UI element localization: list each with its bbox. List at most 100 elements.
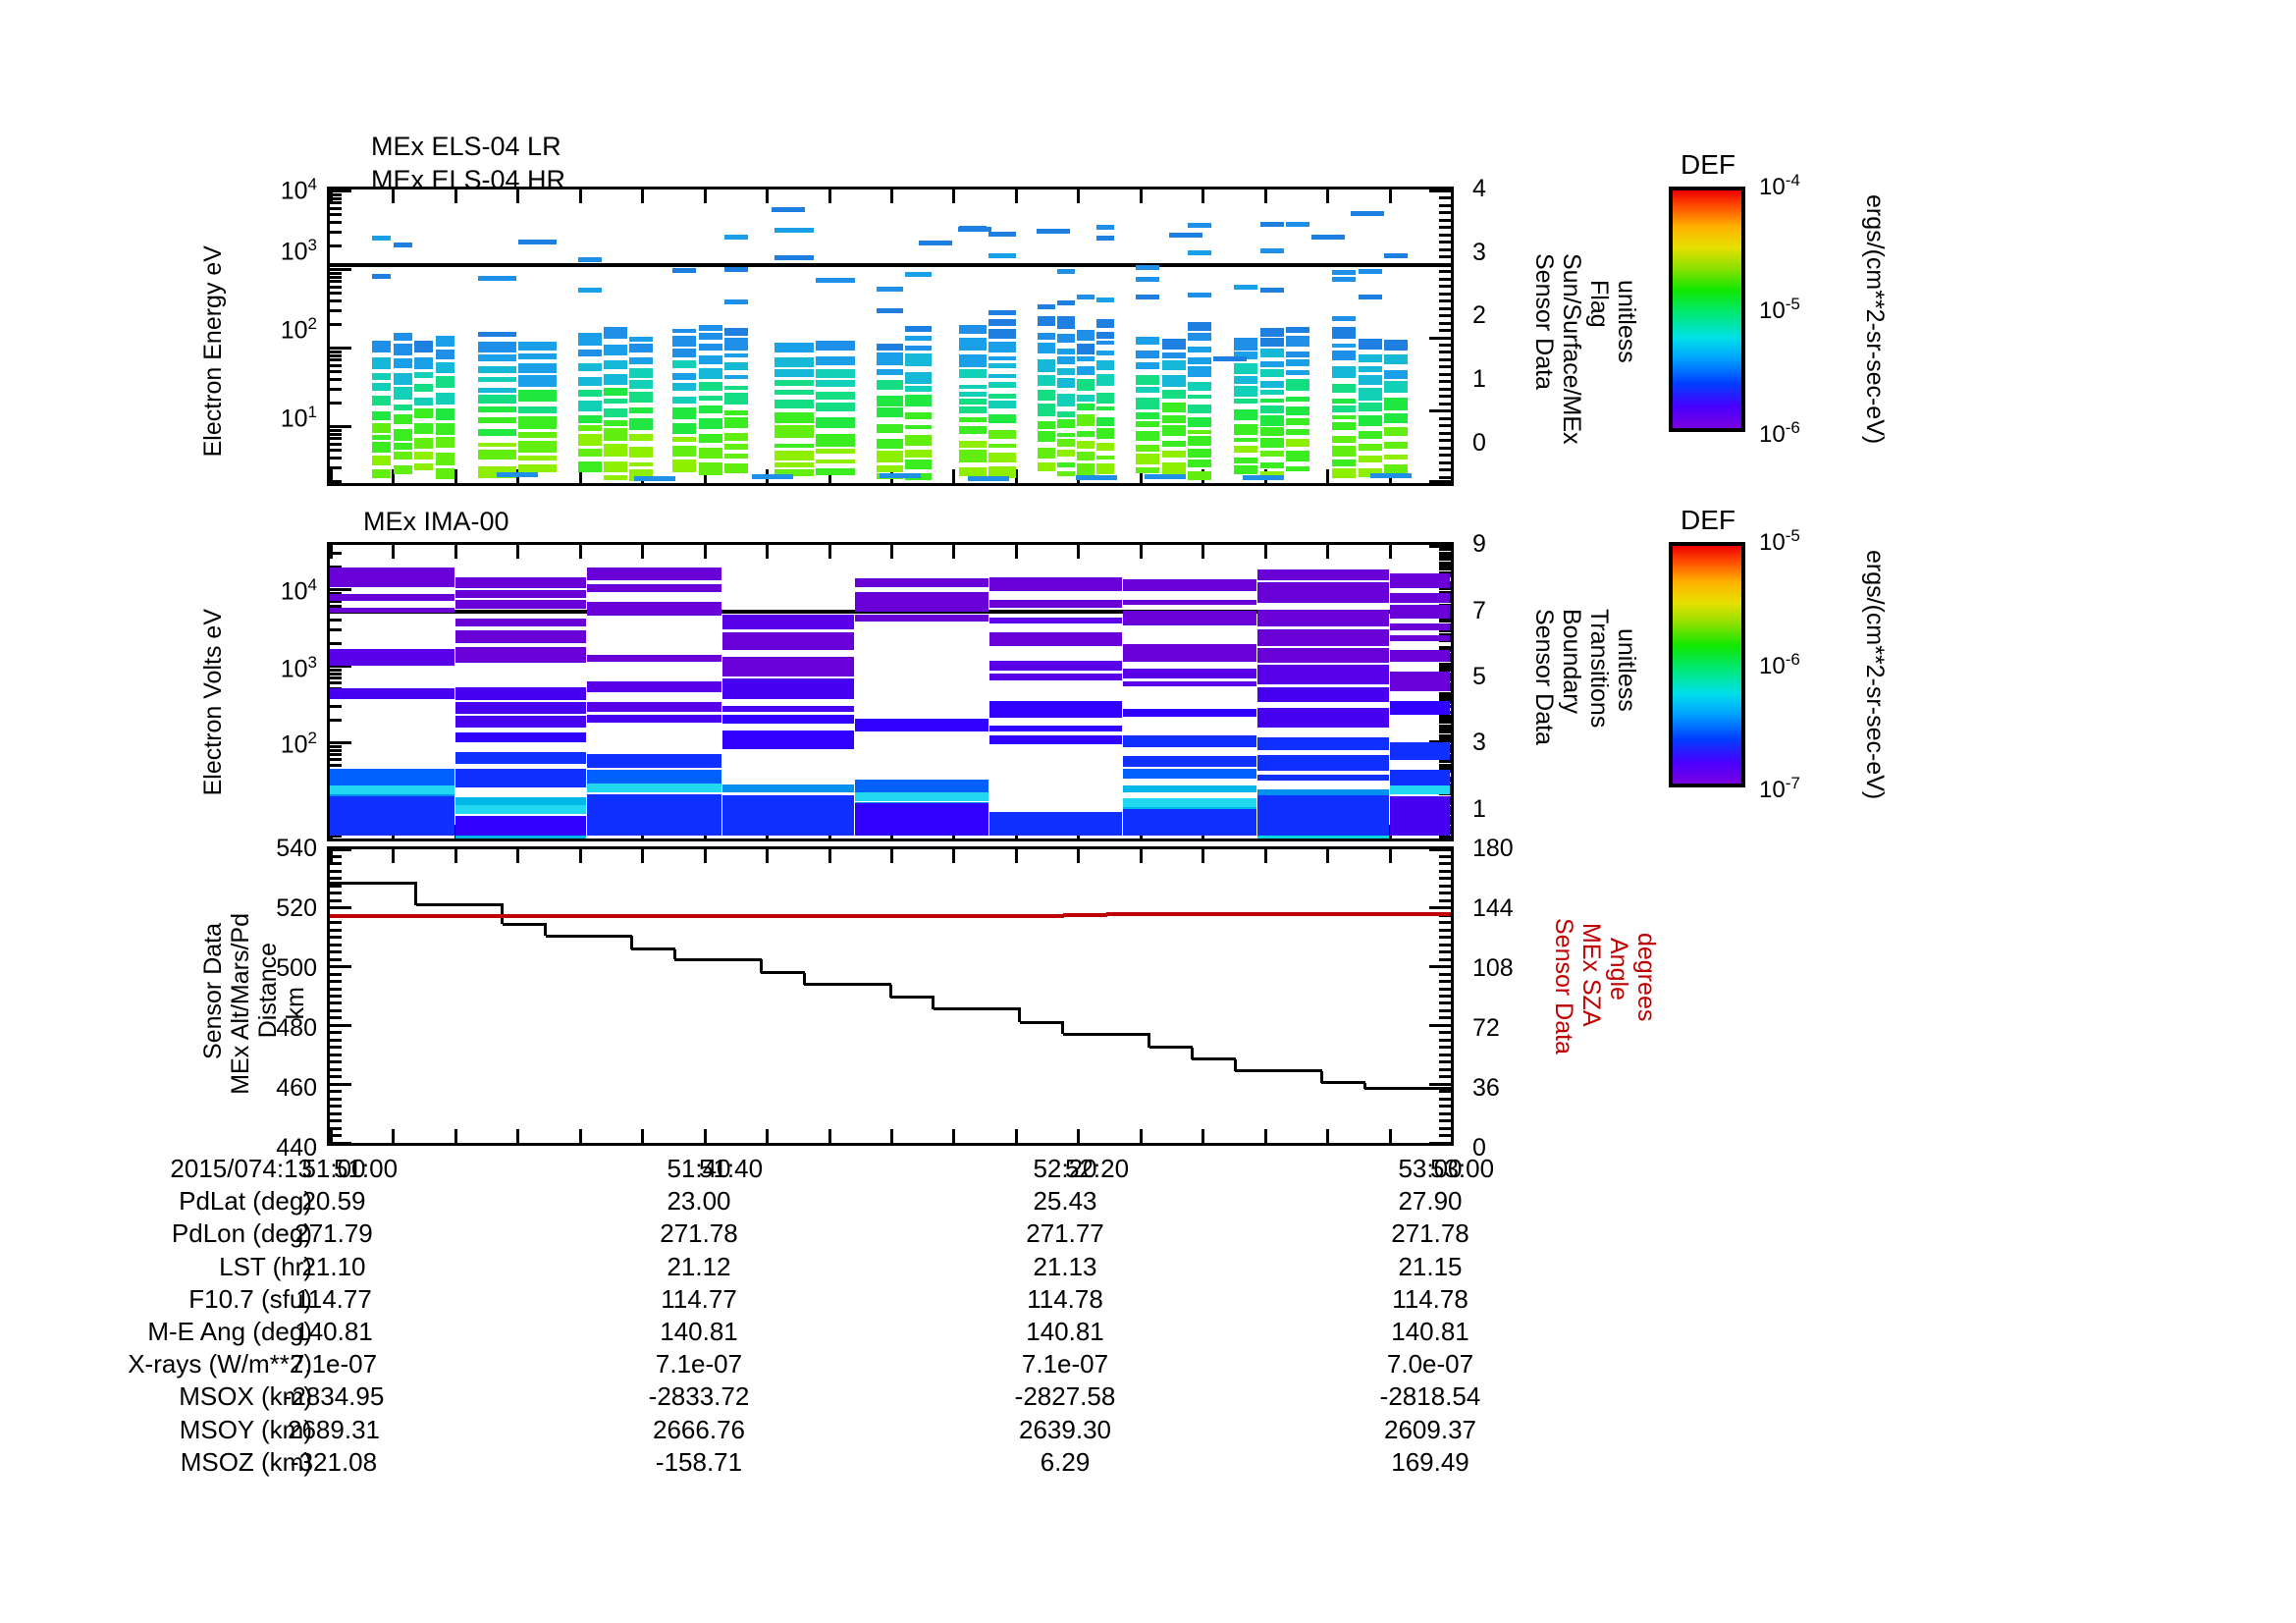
spectrogram-cell	[414, 462, 433, 471]
spectrogram-cell	[497, 472, 538, 477]
table-cell: 271.78	[1391, 1218, 1469, 1249]
altitude-axis-tick	[330, 1119, 342, 1123]
spectrogram-cell	[478, 353, 516, 361]
sza-step-segment	[1321, 912, 1366, 917]
volts-axis-tick	[1439, 721, 1451, 725]
spectrogram-cell	[877, 308, 903, 314]
spectrogram-cell	[414, 371, 433, 379]
spectrogram-cell	[578, 461, 602, 472]
spectrogram-cell	[1161, 352, 1186, 359]
energy-axis-tick	[330, 387, 342, 391]
panel2-right-axis-label3: Transitions	[1585, 609, 1613, 729]
spectrogram-cell	[478, 366, 516, 374]
altitude-step-riser	[1190, 1047, 1194, 1059]
time-axis-tick	[1139, 545, 1143, 559]
spectrogram-cell	[724, 353, 749, 357]
spectrogram-cell	[578, 448, 602, 457]
sza-step-segment	[847, 914, 891, 919]
energy-axis-tick	[1439, 431, 1451, 435]
spectrogram-cell	[1370, 473, 1412, 478]
altitude-axis-tick	[1439, 898, 1451, 902]
spectrogram-cell	[672, 383, 697, 391]
spectrogram-cell	[1161, 415, 1186, 423]
time-axis-tick	[1388, 849, 1392, 863]
spectrogram-cell	[905, 386, 932, 392]
altitude-axis-tick	[330, 1016, 342, 1020]
spectrogram-cell	[1234, 408, 1258, 421]
altitude-axis-tick	[330, 1097, 342, 1101]
spectrogram-cell	[1358, 415, 1382, 426]
spectrogram-cell	[905, 434, 932, 446]
ima-spectrogram-panel[interactable]	[327, 542, 1454, 841]
spectrogram-cell	[604, 420, 627, 426]
spectrogram-cell	[629, 368, 653, 378]
energy-axis-tick	[330, 196, 342, 200]
volts-axis-tick	[1439, 835, 1451, 839]
energy-axis-tick	[1439, 446, 1451, 450]
energy-axis-tick	[1439, 203, 1451, 207]
els-spectrogram-panel[interactable]	[327, 187, 1454, 486]
spectrogram-cell	[1234, 338, 1258, 351]
energy-axis-tick	[330, 201, 342, 205]
spectrogram-cell	[1358, 366, 1382, 372]
time-axis-tick	[1077, 849, 1081, 863]
volts-axis-tick	[330, 565, 342, 568]
time-axis-tick	[1014, 545, 1018, 559]
spectrogram-cell	[1257, 665, 1389, 684]
spectrogram-cell	[774, 461, 814, 468]
spectrogram-cell	[1257, 686, 1389, 703]
spectrogram-cell	[1123, 785, 1256, 793]
spectrogram-cell	[877, 286, 903, 292]
altitude-axis-tick	[330, 1067, 342, 1071]
spectrogram-cell	[1286, 221, 1310, 227]
spectrogram-cell	[478, 331, 516, 338]
spectrogram-cell	[1358, 467, 1382, 478]
table-row-label: MSOY (km)	[179, 1414, 312, 1444]
spectrogram-cell	[414, 438, 433, 449]
energy-axis-tick	[1439, 285, 1451, 289]
time-axis-tick	[766, 849, 770, 863]
volts-axis-tick	[330, 748, 342, 752]
table-cell: 271.79	[294, 1218, 373, 1249]
spectrogram-cell	[1188, 435, 1212, 447]
spectrogram-cell	[455, 576, 586, 588]
time-axis-tick	[454, 469, 457, 483]
spectrogram-cell	[672, 407, 697, 420]
spectrogram-cell	[1332, 398, 1357, 404]
spectrogram-cell	[629, 433, 653, 441]
spectrogram-cell	[959, 440, 987, 449]
altitude-axis-tick	[330, 943, 342, 947]
spectrogram-cell	[587, 715, 721, 723]
altitude-axis-tick	[1429, 1141, 1451, 1143]
spectrogram-cell	[855, 614, 988, 622]
energy-axis-tick	[1439, 218, 1451, 222]
panel1-ytick-1e3: 103	[280, 236, 317, 266]
table-cell: 21.10	[301, 1251, 366, 1281]
panel1-right-axis-line1: Sensor Data	[1530, 253, 1558, 390]
energy-axis-tick	[1439, 424, 1451, 428]
spectrogram-cell	[1358, 354, 1382, 363]
colorbar-1-min: 10-6	[1759, 418, 1800, 448]
altitude-step-riser	[1233, 1058, 1237, 1071]
volts-axis-tick	[330, 600, 342, 604]
altitude-axis-tick	[330, 1075, 342, 1079]
spectrogram-cell	[478, 442, 516, 448]
time-axis-tick	[703, 545, 707, 559]
spectrogram-cell	[1188, 333, 1212, 341]
spectrogram-cell	[1332, 405, 1357, 412]
time-axis-tick	[1014, 469, 1018, 483]
altitude-axis-tick	[330, 1031, 342, 1035]
spectrogram-cell	[1136, 362, 1160, 370]
altitude-step-segment	[1148, 1046, 1194, 1050]
altitude-step-segment	[1105, 1032, 1150, 1036]
energy-axis-tick	[330, 428, 342, 432]
spectrogram-cell	[1096, 235, 1114, 241]
panel1-rtick-0: 0	[1472, 429, 1486, 457]
time-axis-tick	[1201, 1129, 1205, 1143]
altitude-axis-tick	[330, 1001, 342, 1005]
time-axis-tick	[1451, 825, 1454, 839]
altitude-axis-tick	[1439, 1105, 1451, 1109]
altitude-step-segment	[502, 922, 547, 926]
time-axis-tick	[330, 189, 333, 203]
altitude-sza-panel[interactable]	[327, 846, 1454, 1146]
